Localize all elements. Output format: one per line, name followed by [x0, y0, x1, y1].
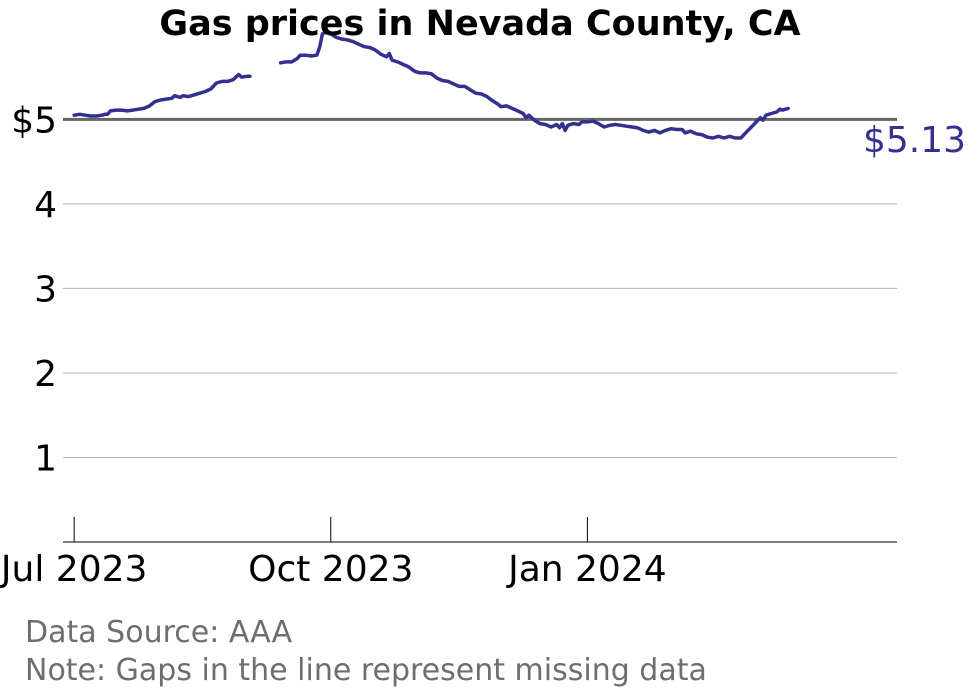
y-tick-label-2: 2 — [34, 354, 57, 395]
y-tick-label-3: 3 — [34, 269, 57, 310]
gridlines — [63, 117, 897, 458]
x-tick-label-0: Jul 2023 — [0, 549, 147, 590]
y-tick-labels: 1 2 3 4 $5 — [11, 100, 57, 479]
missing-data-note: Note: Gaps in the line represent missing… — [25, 653, 707, 688]
data-source-note: Data Source: AAA — [25, 615, 293, 650]
end-value-label: $5.13 — [863, 120, 966, 161]
y-tick-label-1: 1 — [34, 438, 57, 479]
chart-title: Gas prices in Nevada County, CA — [159, 4, 801, 44]
end-value-label-group: $5.13 — [863, 120, 966, 161]
price-series — [72, 30, 790, 140]
series-line-segment-1 — [278, 30, 790, 140]
x-tick-label-1: Oct 2023 — [248, 549, 413, 590]
series-line-segment-0 — [72, 72, 252, 118]
x-tick-label-2: Jan 2024 — [506, 549, 667, 590]
x-axis — [63, 517, 897, 543]
y-tick-label-5: $5 — [11, 100, 57, 141]
x-tick-labels: Jul 2023 Oct 2023 Jan 2024 — [0, 549, 667, 590]
y-tick-label-4: 4 — [34, 185, 57, 226]
